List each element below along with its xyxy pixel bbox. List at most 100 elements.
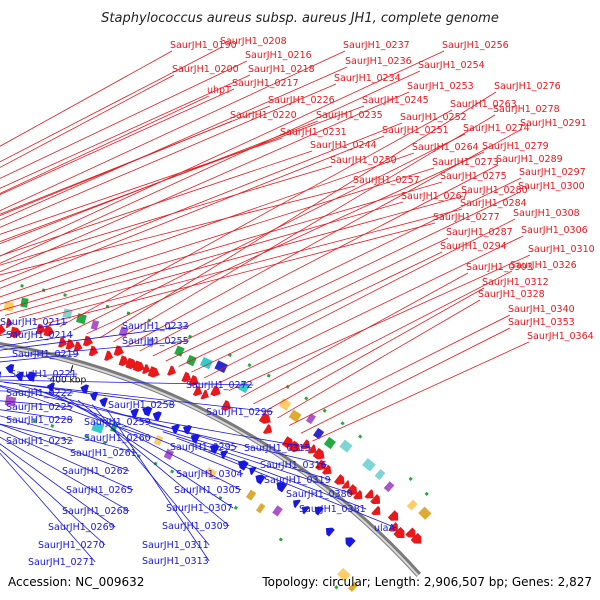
reverse-gene-labels: SaurJH1_0211 SaurJH1_0214 SaurJH1_0219 Saur… xyxy=(0,317,395,568)
forward-leader xyxy=(0,50,173,147)
forward-cog-block xyxy=(362,458,376,472)
forward-gene-label: SaurJH1_0277 xyxy=(433,212,500,223)
forward-leader xyxy=(126,128,523,347)
reverse-gene-label: SaurJH1_0304 xyxy=(176,469,243,480)
reverse-gene-arrow xyxy=(152,411,162,421)
rna-marker xyxy=(322,408,327,413)
reverse-gene-arrow xyxy=(0,371,2,381)
reverse-gene-label: SaurJH1_0232 xyxy=(6,436,73,447)
forward-gene-label: SaurJH1_0326 xyxy=(510,260,577,271)
forward-leader xyxy=(0,135,385,289)
reverse-gene-label: SaurJH1_0307 xyxy=(166,503,233,514)
forward-gene-label: SaurJH1_0216 xyxy=(245,50,312,61)
forward-leader xyxy=(0,66,348,221)
reverse-gene-label: SaurJH1_0221 xyxy=(10,369,77,380)
reverse-leader xyxy=(106,409,210,562)
forward-gene-arrow xyxy=(281,436,294,448)
summary-text: Topology: circular; Length: 2,906,507 bp… xyxy=(261,575,592,589)
reverse-leader xyxy=(33,388,244,475)
rna-marker xyxy=(424,491,429,497)
reverse-gene-arrow xyxy=(238,460,249,471)
reverse-leader xyxy=(0,443,116,528)
forward-gene-label: SaurJH1_0237 xyxy=(343,40,410,51)
reverse-gene-label: SaurJH1_0225 xyxy=(6,402,73,413)
forward-gene-label: SaurJH1_0200 xyxy=(172,64,239,75)
reverse-gene-label: SaurJH1_0222 xyxy=(6,388,73,399)
forward-gene-label: SaurJH1_0245 xyxy=(362,95,429,106)
map-title: Staphylococcus aureus subsp. aureus JH1,… xyxy=(101,11,499,26)
reverse-gene-arrow xyxy=(142,406,153,417)
reverse-gene-label: SaurJH1_0211 xyxy=(0,317,67,328)
reverse-gene-arrow xyxy=(293,499,301,508)
reverse-gene-arrow xyxy=(314,506,324,516)
reverse-gene-label: SaurJH1_0233 xyxy=(122,321,189,332)
forward-leader xyxy=(0,105,365,243)
rna-marker xyxy=(304,396,309,401)
forward-gene-arrow xyxy=(353,489,363,500)
forward-cog-block xyxy=(339,439,353,453)
rna-marker xyxy=(63,293,67,297)
forward-leader xyxy=(0,120,319,245)
forward-cog-block xyxy=(305,413,316,425)
scale-ticks: 250 kbp300 kbp350 kbp400 kbp xyxy=(50,365,87,386)
reverse-leader xyxy=(0,449,106,546)
forward-leader xyxy=(0,185,356,276)
forward-leader xyxy=(0,181,443,312)
reverse-gene-label: SaurJH1_0260 xyxy=(84,433,151,444)
forward-gene-label: SaurJH1_0234 xyxy=(334,73,401,84)
rna-marker xyxy=(153,461,158,466)
reverse-gene-arrow xyxy=(325,527,335,537)
forward-leader xyxy=(0,46,223,163)
forward-gene-label: SaurJH1_0275 xyxy=(440,171,507,182)
reverse-gene-label: SaurJH1_0228 xyxy=(6,415,73,426)
forward-gene-label: SaurJH1_0217 xyxy=(232,78,299,89)
forward-cog-block xyxy=(146,337,156,348)
forward-gene-arrow xyxy=(364,489,374,499)
forward-gene-arrow xyxy=(82,335,94,347)
forward-leader xyxy=(216,235,524,385)
forward-gene-label: SaurJH1_0303 xyxy=(466,262,533,273)
forward-gene-arrow xyxy=(258,412,271,424)
forward-cog-block xyxy=(90,319,100,331)
reverse-gene-label: SaurJH1_0255 xyxy=(122,336,189,347)
forward-leader xyxy=(312,341,530,442)
forward-gene-label: SaurJH1_0220 xyxy=(230,110,297,121)
forward-gene-arrow xyxy=(288,440,301,453)
rna-marker xyxy=(20,284,24,288)
reverse-gene-label: SaurJH1_0269 xyxy=(48,522,115,533)
reverse-leader xyxy=(162,431,354,495)
scale-tick-label: 400 kbp xyxy=(50,376,87,386)
reverse-leader xyxy=(120,414,312,449)
forward-leader xyxy=(277,299,481,419)
forward-leader xyxy=(59,109,453,328)
reverse-gene-label: ulaA xyxy=(374,523,395,534)
reverse-label-leaders xyxy=(0,321,397,563)
reverse-gene-arrow xyxy=(249,466,257,476)
forward-gene-arrow xyxy=(43,325,55,337)
forward-gene-label: SaurJH1_0353 xyxy=(508,317,575,328)
forward-gene-arrow xyxy=(312,447,325,460)
forward-gene-arrow xyxy=(36,323,46,335)
forward-gene-arrow xyxy=(0,324,6,335)
scale-tick xyxy=(70,365,74,374)
forward-leader xyxy=(289,314,511,426)
forward-gene-label: SaurJH1_0208 xyxy=(220,36,287,47)
forward-gene-label: SaurJH1_0308 xyxy=(513,208,580,219)
reverse-gene-label: SaurJH1_0268 xyxy=(62,506,129,517)
forward-leader xyxy=(0,83,337,228)
forward-gene-label: uhpT xyxy=(207,85,231,96)
forward-gene-label: SaurJH1_0280 xyxy=(461,185,528,196)
reverse-gene-label: SaurJH1_0319 xyxy=(264,475,331,486)
reverse-leader xyxy=(77,399,230,527)
reverse-gene-arrow xyxy=(5,364,15,374)
forward-gene-label: SaurJH1_0284 xyxy=(460,198,527,209)
reverse-cog-block xyxy=(110,422,119,433)
forward-gene-arrow xyxy=(315,459,326,471)
forward-leader xyxy=(72,133,466,331)
forward-leader xyxy=(0,74,251,189)
forward-cog-block xyxy=(418,506,432,520)
forward-gene-arrow xyxy=(192,385,203,397)
reverse-gene-label: SaurJH1_0262 xyxy=(62,466,129,477)
forward-gene-arrow xyxy=(104,350,114,361)
